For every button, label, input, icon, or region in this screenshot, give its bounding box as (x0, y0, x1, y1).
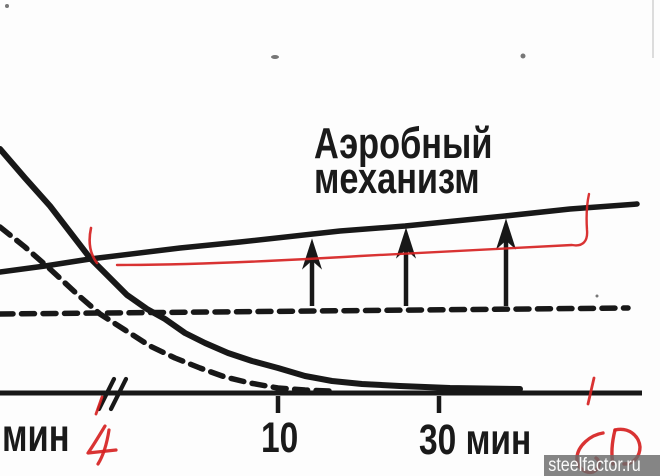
watermark-box: steelfactor.ru (544, 455, 660, 476)
aerobic-mechanism-label-line2: механизм (314, 154, 480, 203)
line-baseline-dashed-horizontal (0, 305, 631, 317)
aerobic-mechanism-label: Аэробный механизм (314, 119, 493, 203)
watermark-text: steelfactor.ru (548, 455, 641, 476)
red-digit-4-stroke2 (96, 428, 111, 466)
up-arrow-head-2 (495, 218, 517, 250)
line-aerobic-rising-solid (0, 201, 640, 275)
red-underline-with-hook (115, 192, 591, 267)
x-axis-tick-label-30: 30 мин (419, 416, 532, 464)
red-tick-above-4 (94, 395, 104, 416)
curve-steep-decay-solid (0, 146, 523, 392)
x-axis-break-mark-0 (96, 376, 117, 412)
scan-speck-1 (271, 55, 279, 59)
red-tick-at-60 (586, 376, 596, 406)
red-digit-4-stroke1 (86, 424, 118, 455)
red-tick-at-crossing (88, 226, 99, 265)
up-arrow-head-1 (395, 227, 417, 259)
x-axis-tick-label-10: 10 (261, 414, 299, 462)
curve-decay-dashed (0, 224, 333, 394)
scan-speck-0 (5, 4, 9, 8)
aerobic-mechanism-label-line1: Аэробный (314, 119, 493, 168)
scan-edge-line (652, 0, 654, 58)
x-axis-break-mark-1 (108, 376, 129, 412)
scan-speck-3 (595, 294, 599, 298)
scan-speck-2 (520, 53, 526, 59)
x-axis-unit-left: мин (2, 409, 70, 461)
